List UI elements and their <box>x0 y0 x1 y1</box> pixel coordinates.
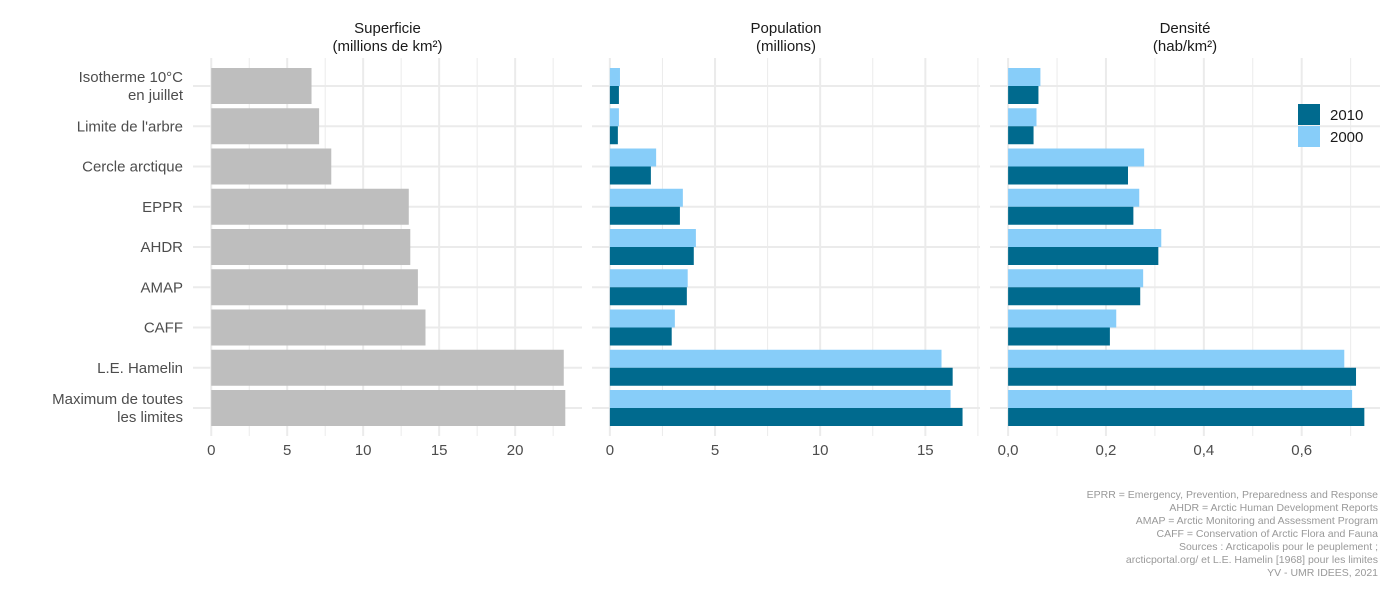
x-tick-label: 15 <box>917 442 934 459</box>
y-tick-label: Cercle arctique <box>82 159 183 176</box>
bar-2000 <box>609 148 657 167</box>
bar-2010 <box>1008 327 1110 346</box>
bar-2010 <box>1008 86 1039 104</box>
bar-2000 <box>609 188 683 207</box>
bar-2000 <box>1008 68 1041 86</box>
x-tick-label: 0,2 <box>1096 442 1117 459</box>
x-tick-label: 20 <box>507 442 524 459</box>
bar-2010 <box>609 287 687 306</box>
bar-2000 <box>1008 148 1145 167</box>
bar-superficie <box>211 188 409 225</box>
x-tick-label: 5 <box>283 442 291 459</box>
bar-2010 <box>609 126 618 145</box>
bar-2010 <box>1008 206 1134 225</box>
bar-2010 <box>1008 367 1357 386</box>
x-tick-label: 5 <box>711 442 719 459</box>
bar-2010 <box>1008 408 1365 426</box>
y-tick-label: Maximum de toutes les limites <box>52 391 183 426</box>
legend-label: 2000 <box>1330 129 1363 146</box>
bar-2010 <box>609 166 651 185</box>
x-tick-label: 0 <box>207 442 215 459</box>
bar-2000 <box>609 269 688 288</box>
panel-title: Population (millions) <box>751 20 822 55</box>
bar-superficie <box>211 349 564 386</box>
bar-2010 <box>609 247 694 265</box>
y-tick-label: Isotherme 10°C en juillet <box>79 69 184 104</box>
x-tick-label: 10 <box>812 442 829 459</box>
bar-2010 <box>609 367 953 386</box>
caption-line: YV - UMR IDEES, 2021 <box>1267 567 1378 579</box>
bar-2010 <box>1008 287 1141 306</box>
bar-2000 <box>609 229 696 247</box>
x-tick-label: 0 <box>606 442 614 459</box>
bar-2010 <box>609 327 672 346</box>
bar-2010 <box>609 206 680 225</box>
bar-2000 <box>609 108 619 127</box>
bar-superficie <box>211 68 312 104</box>
x-tick-label: 0,0 <box>998 442 1019 459</box>
bar-2010 <box>609 86 619 104</box>
x-tick-label: 0,6 <box>1291 442 1312 459</box>
bar-2000 <box>1008 108 1037 127</box>
bar-2000 <box>609 390 951 408</box>
x-tick-label: 15 <box>431 442 448 459</box>
bar-2000 <box>1008 269 1144 288</box>
bar-2000 <box>1008 390 1353 408</box>
caption-line: AMAP = Arctic Monitoring and Assessment … <box>1136 515 1379 527</box>
legend-swatch-2000 <box>1298 126 1320 147</box>
bar-superficie <box>211 229 411 265</box>
y-tick-label: AHDR <box>140 239 183 256</box>
panel-title: Superficie (millions de km²) <box>332 20 442 55</box>
bar-superficie <box>211 309 426 346</box>
y-tick-label: EPPR <box>142 199 183 216</box>
panel-title: Densité (hab/km²) <box>1153 20 1217 55</box>
bar-2000 <box>1008 188 1140 207</box>
y-tick-label: CAFF <box>144 320 183 337</box>
caption-line: arcticportal.org/ et L.E. Hamelin [1968]… <box>1126 554 1378 566</box>
bar-superficie <box>211 148 332 185</box>
caption-line: EPRR = Emergency, Prevention, Preparedne… <box>1087 489 1378 501</box>
bar-2010 <box>1008 166 1128 185</box>
bar-2010 <box>609 408 963 426</box>
y-tick-label: L.E. Hamelin <box>97 360 183 377</box>
x-tick-label: 0,4 <box>1193 442 1214 459</box>
caption-line: AHDR = Arctic Human Development Reports <box>1169 502 1378 514</box>
legend-label: 2010 <box>1330 107 1363 124</box>
bar-2000 <box>1008 349 1345 368</box>
bar-2000 <box>1008 309 1117 328</box>
bar-2000 <box>609 309 675 328</box>
bar-2010 <box>1008 247 1159 265</box>
caption-line: CAFF = Conservation of Arctic Flora and … <box>1157 528 1379 540</box>
y-tick-label: Limite de l'arbre <box>77 118 183 135</box>
y-tick-label: AMAP <box>140 279 183 296</box>
caption-line: Sources : Arcticapolis pour le peuplemen… <box>1179 541 1378 553</box>
bar-2000 <box>609 349 942 368</box>
x-tick-label: 10 <box>355 442 372 459</box>
bar-superficie <box>211 108 320 145</box>
bar-2000 <box>609 68 620 86</box>
bar-2000 <box>1008 229 1162 247</box>
bar-superficie <box>211 269 418 306</box>
bar-2010 <box>1008 126 1034 145</box>
bar-superficie <box>211 390 566 426</box>
legend-swatch-2010 <box>1298 104 1320 125</box>
